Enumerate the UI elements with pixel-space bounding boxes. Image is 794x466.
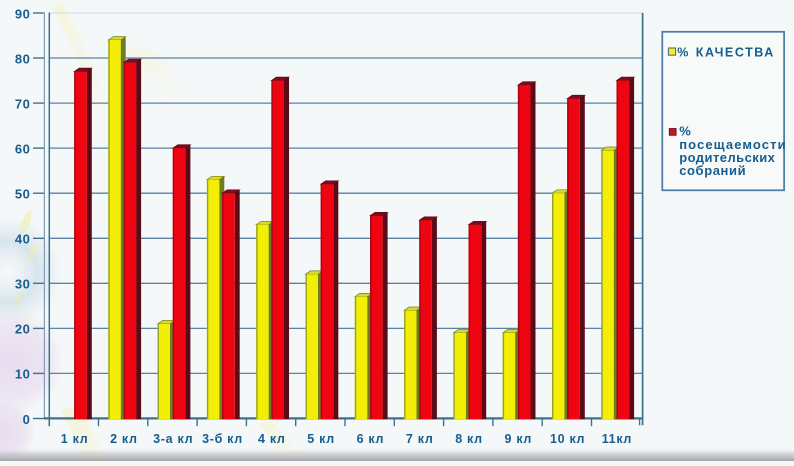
svg-text:70: 70 (15, 96, 31, 111)
svg-text:%: % (677, 45, 688, 59)
svg-text:10: 10 (15, 367, 31, 382)
svg-text:7 кл: 7 кл (406, 432, 434, 446)
svg-text:40: 40 (15, 232, 31, 247)
svg-text:90: 90 (15, 6, 31, 21)
svg-text:посещаемости: посещаемости (679, 137, 787, 152)
svg-text:20: 20 (15, 322, 31, 337)
svg-text:КАЧЕСТВА: КАЧЕСТВА (696, 45, 775, 59)
svg-text:8 кл: 8 кл (455, 432, 483, 446)
svg-text:5 кл: 5 кл (307, 432, 335, 446)
svg-text:собраний: собраний (679, 163, 746, 178)
svg-text:6 кл: 6 кл (357, 432, 385, 446)
svg-text:4 кл: 4 кл (258, 432, 286, 446)
svg-text:1 кл: 1 кл (61, 432, 89, 446)
svg-text:2 кл: 2 кл (110, 432, 138, 446)
svg-text:80: 80 (15, 51, 31, 66)
svg-text:10 кл: 10 кл (550, 432, 585, 446)
svg-text:50: 50 (15, 187, 31, 202)
svg-text:9 кл: 9 кл (505, 432, 533, 446)
svg-text:30: 30 (15, 277, 31, 292)
svg-text:3-а кл: 3-а кл (153, 432, 193, 446)
svg-text:11кл: 11кл (602, 432, 632, 446)
svg-text:%: % (679, 123, 691, 138)
svg-text:0: 0 (23, 412, 31, 427)
svg-text:60: 60 (15, 141, 31, 156)
svg-text:3-б кл: 3-б кл (202, 432, 243, 446)
svg-text:родительских: родительских (679, 150, 775, 165)
